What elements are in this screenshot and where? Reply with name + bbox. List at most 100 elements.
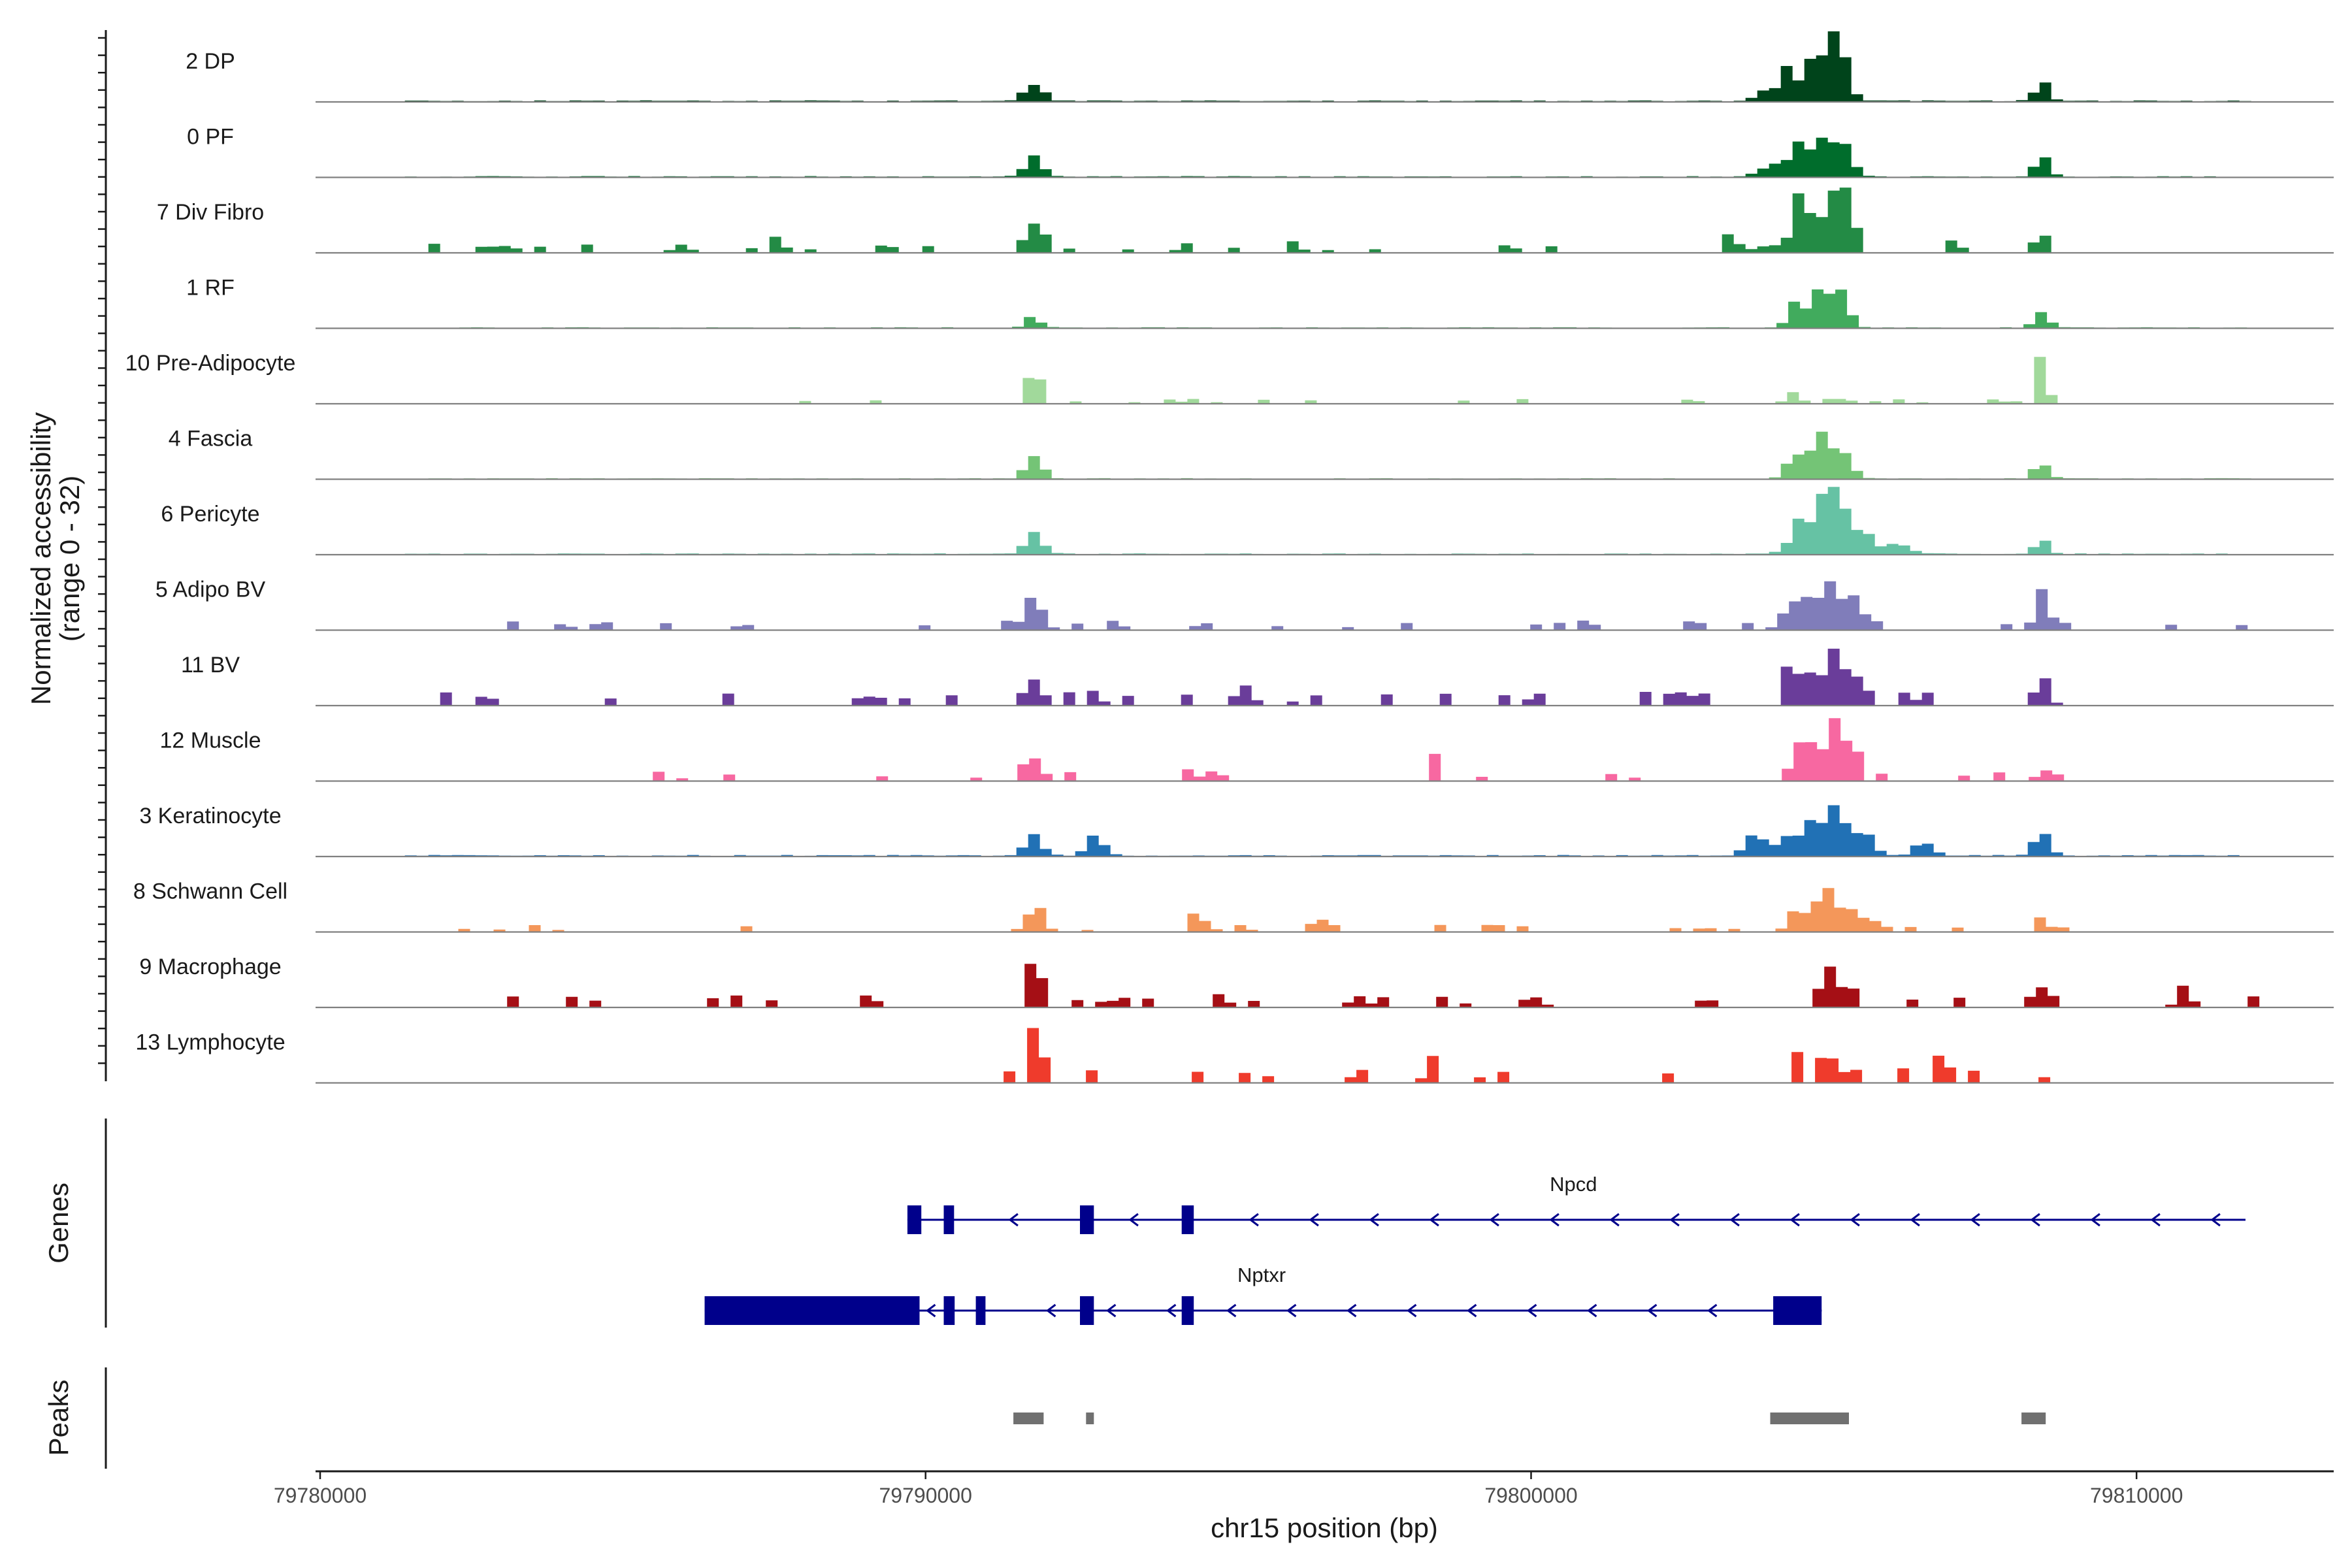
gene-nptxr: Nptxr: [704, 1264, 1822, 1325]
track-label: 1 RF: [186, 276, 235, 301]
strand-arrow: [1466, 1303, 1477, 1318]
track-label: 4 Fascia: [169, 427, 253, 451]
track-11: 3 Keratinocyte: [139, 804, 2334, 858]
strand-arrow: [2210, 1213, 2221, 1227]
strand-arrow: [1406, 1303, 1417, 1318]
exon-block: [1773, 1296, 1822, 1325]
strand-arrow: [2150, 1213, 2161, 1227]
strand-arrow: [1429, 1213, 1439, 1227]
strand-arrow: [1586, 1303, 1597, 1318]
track-signal: [483, 581, 2248, 630]
strand-arrow: [1526, 1303, 1537, 1318]
strand-arrow: [1128, 1213, 1139, 1227]
exon-block: [975, 1296, 986, 1325]
track-signal: [404, 188, 2075, 253]
strand-arrow: [1910, 1213, 1920, 1227]
peak-region: [2021, 1413, 2046, 1424]
track-signal: [404, 31, 2251, 102]
gene-models: Npcd Nptxr: [704, 1173, 2246, 1325]
track-3: 7 Div Fibro: [157, 188, 2334, 254]
y-axis-range: (range 0 - 32): [54, 476, 85, 642]
track-signal: [623, 357, 2117, 404]
peaks-section-label: Peaks: [43, 1380, 74, 1456]
track-7: 6 Pericyte: [161, 487, 2334, 556]
track-label: 9 Macrophage: [139, 955, 281, 979]
genes-section-label: Genes: [43, 1183, 74, 1264]
coverage-axis-ticks: [98, 37, 106, 1064]
track-signal: [404, 487, 2251, 555]
strand-arrow: [1008, 1213, 1019, 1227]
exon-block: [704, 1296, 920, 1325]
track-label: 0 PF: [187, 125, 234, 150]
strand-arrow: [2030, 1213, 2040, 1227]
peak-region: [1086, 1413, 1094, 1424]
exon-block: [907, 1205, 922, 1234]
track-label: 6 Pericyte: [161, 502, 259, 527]
track-2: 0 PF: [187, 125, 2334, 178]
track-13: 9 Macrophage: [139, 955, 2334, 1009]
track-label: 3 Keratinocyte: [139, 804, 281, 828]
track-signal: [459, 289, 2247, 329]
track-signal: [980, 1028, 2051, 1083]
strand-arrow: [1489, 1213, 1499, 1227]
exon-block: [1080, 1205, 1094, 1234]
x-tick-label: 79810000: [2090, 1484, 2183, 1507]
peak-region: [1013, 1413, 1044, 1424]
strand-arrow: [1166, 1303, 1177, 1318]
track-label: 13 Lymphocyte: [135, 1030, 285, 1055]
exon-block: [943, 1205, 955, 1234]
track-signal: [483, 964, 2260, 1007]
accessibility-tracks: 2 DP 0 PF 7 Div Fibro 1 RF 10 Pre-Adipocyte 4…: [125, 31, 2334, 1084]
strand-arrow: [1669, 1213, 1680, 1227]
strand-arrow: [1646, 1303, 1658, 1318]
strand-arrow: [2090, 1213, 2100, 1227]
strand-arrow: [1609, 1213, 1620, 1227]
exon-block: [1080, 1296, 1094, 1325]
strand-arrow: [1729, 1213, 1740, 1227]
x-tick-label: 79780000: [274, 1484, 367, 1507]
peak-region: [1770, 1413, 1849, 1424]
strand-arrow: [1045, 1303, 1056, 1318]
track-signal: [423, 888, 2117, 932]
track-4: 1 RF: [186, 276, 2334, 329]
strand-arrow: [1850, 1213, 1860, 1227]
exon-block: [943, 1296, 955, 1325]
track-5: 10 Pre-Adipocyte: [125, 351, 2334, 405]
exon-block: [1181, 1296, 1194, 1325]
strand-arrow: [1309, 1213, 1319, 1227]
strand-arrow: [1105, 1303, 1117, 1318]
strand-arrow: [1549, 1213, 1560, 1227]
track-signal: [404, 805, 2251, 857]
track-label: 12 Muscle: [160, 728, 261, 753]
x-tick-label: 79790000: [879, 1484, 972, 1507]
track-12: 8 Schwann Cell: [133, 879, 2334, 933]
track-9: 11 BV: [181, 648, 2334, 707]
track-14: 13 Lymphocyte: [135, 1028, 2334, 1084]
track-6: 4 Fascia: [169, 427, 2334, 480]
track-signal: [404, 431, 2251, 480]
strand-arrow: [1226, 1303, 1237, 1318]
strand-arrow: [1369, 1213, 1379, 1227]
strand-arrow: [1346, 1303, 1357, 1318]
track-10: 12 Muscle: [160, 718, 2334, 782]
strand-arrow: [1249, 1213, 1259, 1227]
gene-label: Npcd: [1550, 1173, 1597, 1196]
exon-block: [1181, 1205, 1194, 1234]
track-label: 8 Schwann Cell: [133, 879, 287, 904]
gene-npcd: Npcd: [907, 1173, 2246, 1234]
track-label: 5 Adipo BV: [155, 578, 266, 602]
track-label: 2 DP: [186, 49, 235, 74]
y-axis-title: Normalized accessibility: [25, 412, 56, 705]
track-signal: [641, 718, 2147, 781]
strand-arrow: [1970, 1213, 1980, 1227]
track-label: 11 BV: [181, 653, 240, 678]
track-8: 5 Adipo BV: [155, 578, 2334, 631]
track-signal: [404, 137, 2251, 178]
x-axis-ticks: 79780000 79790000 79800000 79810000: [274, 1471, 2183, 1507]
track-label: 7 Div Fibro: [157, 200, 264, 225]
track-label: 10 Pre-Adipocyte: [125, 351, 296, 376]
strand-arrow: [1707, 1303, 1718, 1318]
peak-regions: [1013, 1413, 2046, 1424]
gene-label: Nptxr: [1237, 1264, 1286, 1286]
